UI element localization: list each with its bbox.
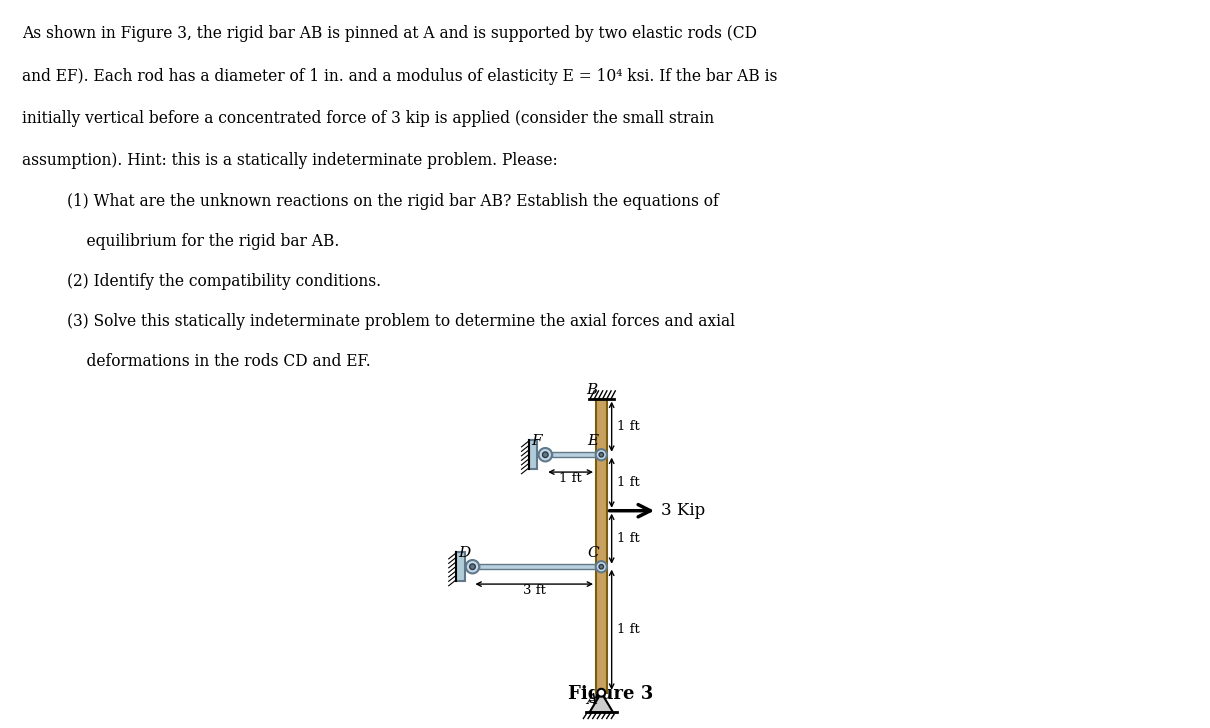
- Circle shape: [595, 561, 607, 572]
- Text: 1 ft: 1 ft: [617, 623, 639, 636]
- Text: 1 ft: 1 ft: [617, 476, 639, 489]
- Polygon shape: [589, 693, 613, 712]
- Text: E: E: [587, 434, 599, 448]
- Text: initially vertical before a concentrated force of 3 kip is applied (consider the: initially vertical before a concentrated…: [22, 110, 714, 127]
- Bar: [479, 564, 595, 569]
- Circle shape: [538, 448, 552, 462]
- Text: C: C: [587, 546, 599, 561]
- Text: D: D: [457, 546, 471, 561]
- Circle shape: [466, 560, 479, 574]
- Text: (3) Solve this statically indeterminate problem to determine the axial forces an: (3) Solve this statically indeterminate …: [67, 313, 734, 330]
- Text: B: B: [586, 384, 598, 397]
- Text: (1) What are the unknown reactions on the rigid bar AB? Establish the equations : (1) What are the unknown reactions on th…: [67, 193, 719, 210]
- Circle shape: [542, 452, 548, 457]
- Circle shape: [599, 564, 604, 569]
- Text: F: F: [531, 434, 541, 448]
- Circle shape: [598, 689, 605, 697]
- Text: 1 ft: 1 ft: [617, 532, 639, 545]
- Bar: [456, 552, 465, 581]
- Circle shape: [595, 449, 607, 460]
- Bar: [529, 440, 537, 470]
- Text: 3 Kip: 3 Kip: [661, 502, 705, 519]
- Text: (2) Identify the compatibility conditions.: (2) Identify the compatibility condition…: [67, 273, 381, 290]
- Text: equilibrium for the rigid bar AB.: equilibrium for the rigid bar AB.: [67, 233, 339, 250]
- Circle shape: [599, 453, 604, 457]
- Bar: [597, 399, 606, 693]
- Circle shape: [469, 564, 476, 569]
- Text: A: A: [586, 693, 597, 708]
- Text: assumption). Hint: this is a statically indeterminate problem. Please:: assumption). Hint: this is a statically …: [22, 152, 558, 169]
- Text: Figure 3: Figure 3: [569, 684, 653, 703]
- Text: 1 ft: 1 ft: [559, 472, 582, 485]
- Text: 3 ft: 3 ft: [523, 584, 546, 597]
- Bar: [552, 453, 595, 457]
- Text: 1 ft: 1 ft: [617, 420, 639, 433]
- Text: and EF). Each rod has a diameter of 1 in. and a modulus of elasticity E = 10⁴ ks: and EF). Each rod has a diameter of 1 in…: [22, 68, 777, 84]
- Text: As shown in Figure 3, the rigid bar AB is pinned at A and is supported by two el: As shown in Figure 3, the rigid bar AB i…: [22, 25, 756, 42]
- Text: deformations in the rods CD and EF.: deformations in the rods CD and EF.: [67, 353, 370, 370]
